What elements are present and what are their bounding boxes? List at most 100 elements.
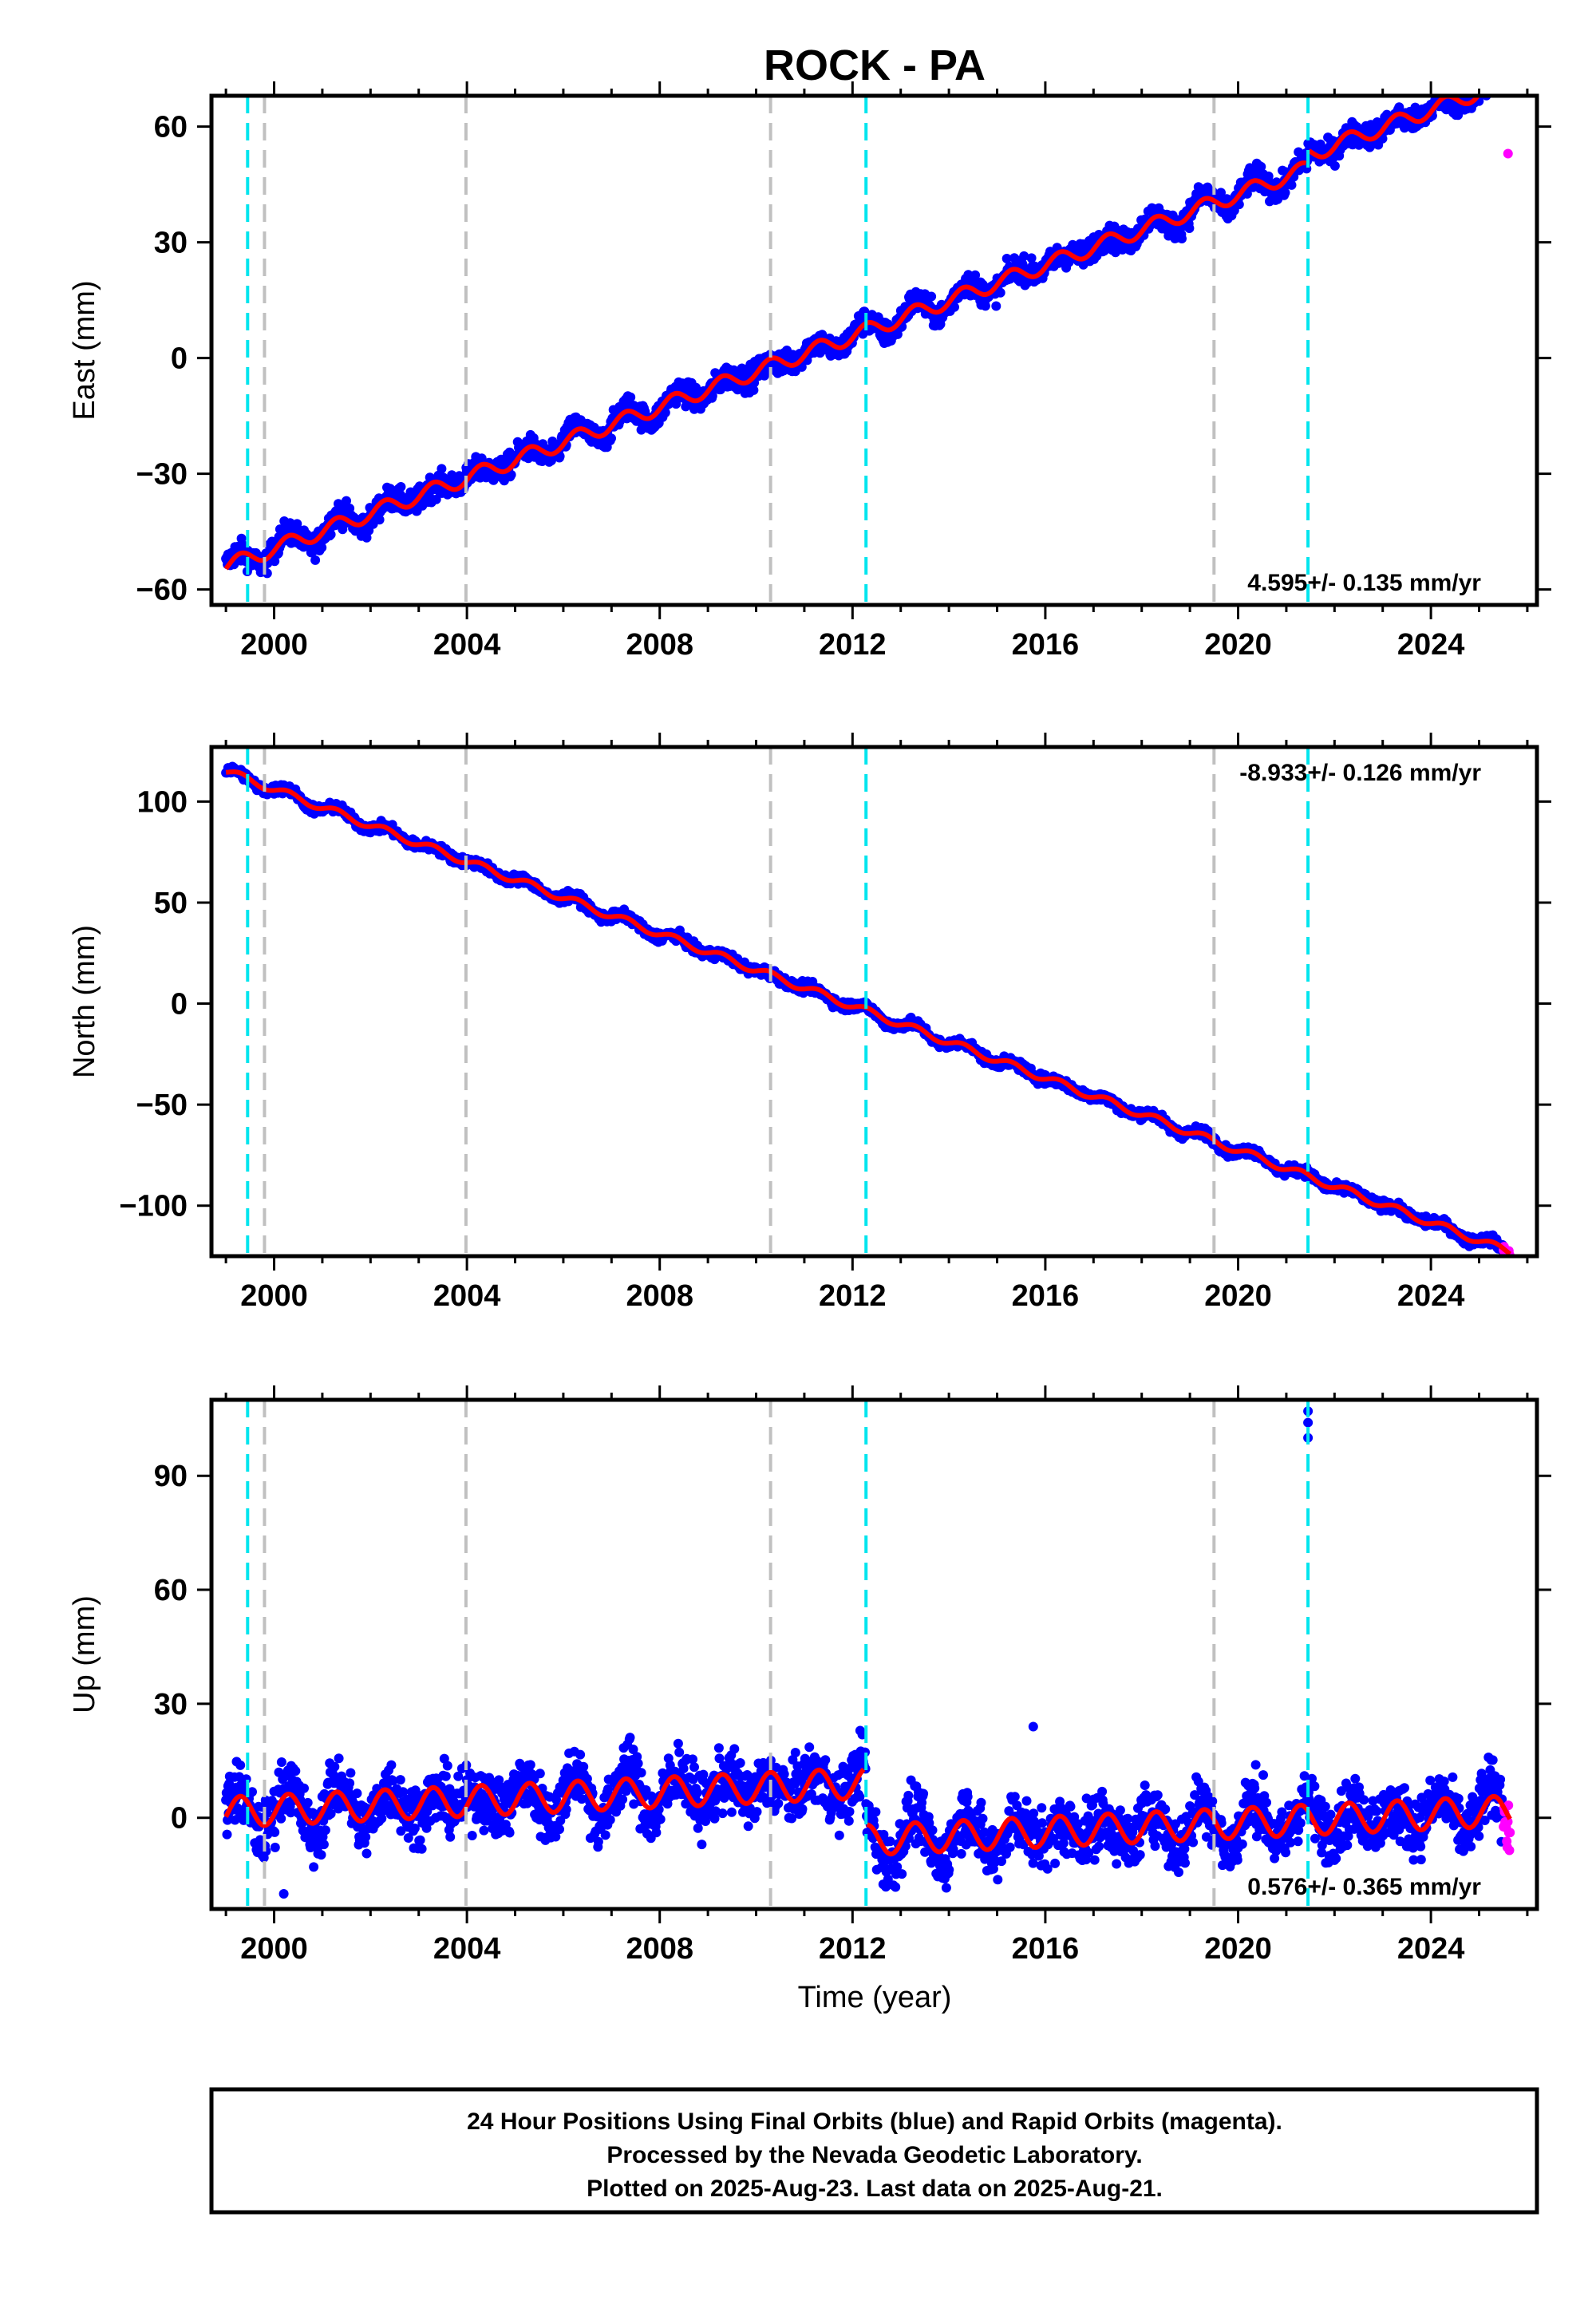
east-point [995, 287, 1005, 298]
east-point [626, 392, 636, 402]
x-tick-label: 2016 [1012, 1279, 1080, 1313]
east-point [1497, 77, 1507, 87]
x-tick-label: 2012 [819, 628, 887, 662]
x-tick-label: 2012 [819, 1279, 887, 1313]
x-tick-label: 2004 [433, 628, 501, 662]
east-point [1256, 161, 1266, 172]
east-point [1482, 77, 1491, 87]
east-point [1498, 68, 1507, 77]
east-point [1503, 85, 1513, 95]
east-point [1184, 223, 1195, 233]
east-point [1477, 73, 1487, 82]
east-point [1491, 81, 1500, 91]
east-point [1495, 69, 1505, 79]
east-point [1489, 77, 1499, 86]
north-velocity-label: -8.933+/- 0.126 mm/yr [1239, 760, 1481, 786]
east-point [1495, 83, 1504, 93]
east-point [1493, 69, 1503, 78]
east-point [970, 270, 981, 280]
east-point [317, 543, 327, 553]
up-point [222, 1829, 232, 1840]
x-tick-label: 2024 [1397, 628, 1465, 662]
east-point [1485, 85, 1495, 94]
y-tick-label: −60 [136, 574, 188, 607]
east-point [1476, 78, 1486, 88]
east-point [1496, 77, 1506, 86]
east-point [950, 302, 959, 312]
east-point [1502, 85, 1511, 95]
east-point [1479, 80, 1488, 89]
east-point [1493, 75, 1503, 85]
east-point [1495, 73, 1504, 83]
y-tick-label: −30 [136, 458, 188, 492]
east-point [1500, 85, 1510, 95]
east-point [310, 555, 321, 565]
east-point [1329, 160, 1340, 171]
east-point [1479, 77, 1488, 87]
panel-east: 2000 2004 2008 2012 2016 2020 2024−60−3003060E… [68, 57, 1551, 662]
x-tick-label: 2016 [1012, 628, 1080, 662]
east-point [1280, 188, 1290, 198]
y-tick-label: 30 [154, 227, 188, 260]
east-point [1481, 74, 1491, 84]
east-point [1019, 251, 1029, 261]
east-point [1483, 71, 1493, 81]
east-point [1499, 76, 1509, 85]
x-tick-label: 2000 [240, 1279, 308, 1313]
east-point [1286, 180, 1297, 190]
east-point [1491, 64, 1501, 73]
y-tick-label: 0 [171, 342, 188, 376]
east-velocity-label: 4.595+/- 0.135 mm/yr [1247, 570, 1481, 596]
east-point [1494, 57, 1503, 66]
figure-title: ROCK - PA [764, 41, 986, 89]
east-point [1473, 83, 1483, 93]
east-point [1488, 64, 1498, 73]
east-point [1483, 71, 1493, 81]
east-point [1216, 188, 1226, 198]
y-tick-label: 0 [171, 988, 188, 1022]
x-tick-label: 2020 [1204, 1279, 1272, 1313]
east-point [606, 433, 616, 444]
east-y-axis-label: East (mm) [68, 280, 101, 420]
x-tick-label: 2008 [626, 628, 693, 662]
x-tick-label: 2008 [626, 1279, 693, 1313]
north-y-axis-label: North (mm) [68, 925, 101, 1078]
east-point [361, 532, 372, 543]
east-point [1479, 77, 1489, 87]
x-tick-label: 2024 [1397, 1279, 1465, 1313]
east-point [342, 496, 351, 506]
east-point [1502, 81, 1511, 90]
east-point [1487, 70, 1496, 80]
east-point [1394, 102, 1404, 113]
east-point [991, 301, 1001, 311]
y-tick-label: 100 [137, 785, 188, 819]
east-point [1487, 81, 1497, 90]
east-point [1503, 83, 1512, 93]
east-point [1490, 69, 1499, 78]
east-point [926, 291, 937, 302]
east-point [749, 385, 759, 395]
east-point [1484, 71, 1494, 81]
east-point [1501, 80, 1511, 89]
east-point [1026, 253, 1037, 263]
east-outlier-point [1503, 148, 1513, 159]
east-point [396, 482, 406, 492]
east-point [1499, 84, 1508, 93]
east-point [1480, 82, 1490, 92]
east-point [1503, 84, 1513, 93]
y-tick-label: −50 [136, 1089, 188, 1122]
east-point [1263, 171, 1274, 181]
east-point [1234, 200, 1244, 210]
east-point [1483, 82, 1492, 92]
east-point [1491, 62, 1501, 72]
east-point [1490, 69, 1499, 79]
x-tick-label: 2004 [433, 1279, 501, 1313]
east-point [1436, 85, 1446, 94]
east-point [1499, 70, 1508, 80]
x-tick-label: 2020 [1204, 628, 1272, 662]
east-point [1500, 78, 1510, 88]
east-point [707, 391, 717, 401]
east-point [1492, 71, 1502, 81]
